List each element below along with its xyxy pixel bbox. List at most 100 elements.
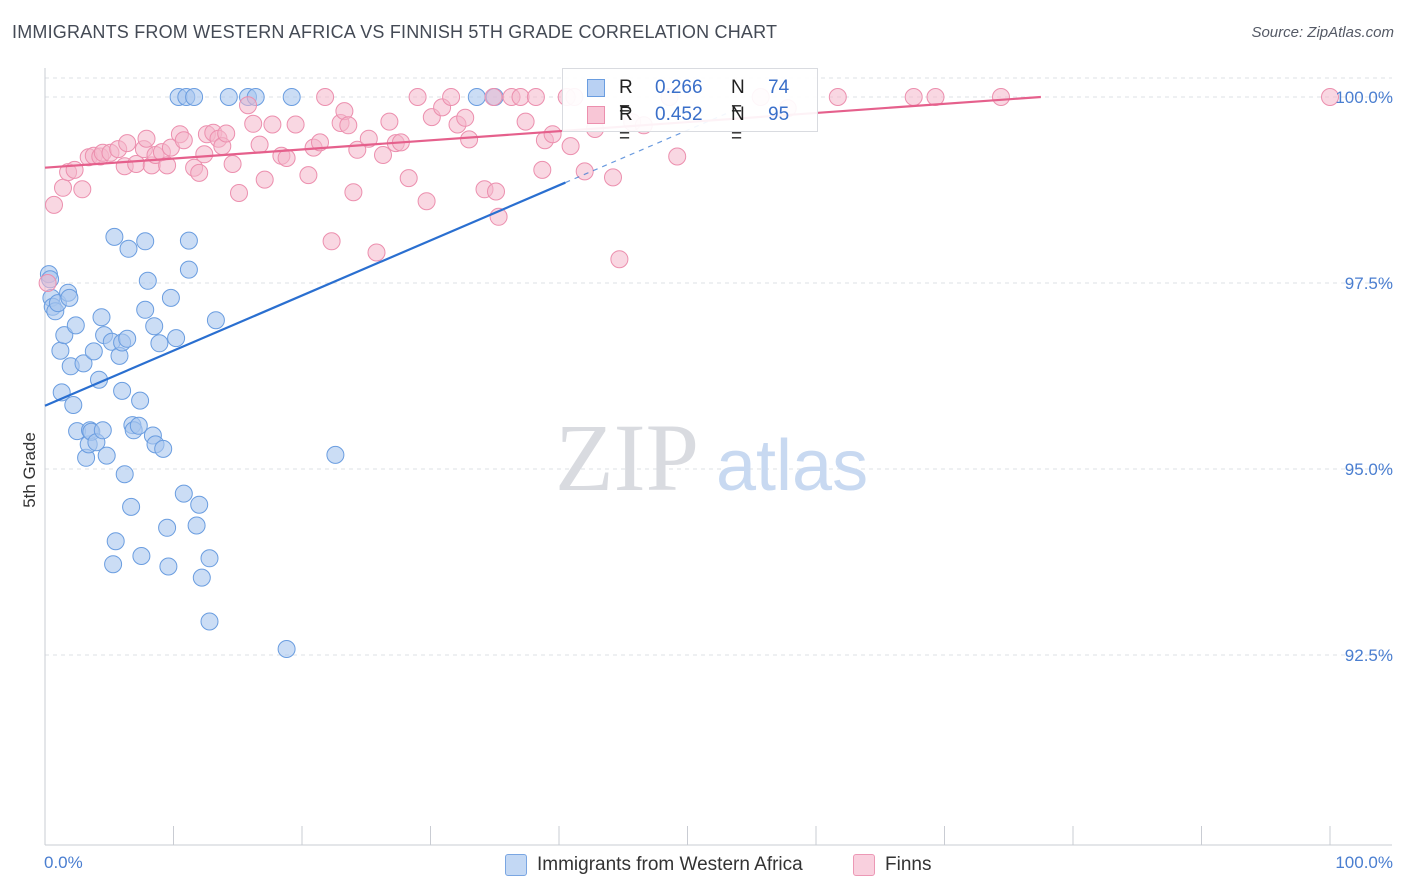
swatch-blue	[587, 79, 605, 97]
r-label: R =	[619, 77, 633, 120]
point-finns-44	[311, 133, 329, 152]
point-western-africa-61	[187, 516, 206, 535]
chart-title: IMMIGRANTS FROM WESTERN AFRICA VS FINNIS…	[12, 22, 778, 42]
point-western-africa-13	[66, 316, 85, 335]
series-finns	[38, 88, 1339, 292]
y-tick-label-1: 95.0%	[1345, 460, 1393, 479]
point-finns-49	[339, 116, 358, 135]
r-value: 0.266	[655, 77, 703, 98]
point-western-africa-32	[113, 381, 132, 400]
point-finns-79	[561, 137, 580, 156]
point-western-africa-6	[51, 341, 70, 360]
point-finns-81	[575, 162, 594, 181]
source-note: Source: ZipAtlas.com	[1251, 24, 1394, 41]
point-western-africa-36	[119, 239, 138, 258]
point-western-africa-52	[159, 557, 178, 576]
point-finns-23	[174, 131, 193, 150]
point-western-africa-10	[60, 288, 79, 307]
point-western-africa-24	[93, 421, 112, 440]
point-western-africa-64	[200, 549, 219, 568]
point-finns-95	[1321, 88, 1339, 106]
point-finns-20	[158, 156, 177, 175]
point-finns-83	[604, 168, 622, 187]
series-legend: Immigrants from Western Africa Finns	[0, 850, 1406, 880]
point-western-africa-45	[138, 271, 157, 290]
point-finns-75	[533, 160, 552, 179]
x-tick-label-0: 0.0%	[44, 853, 83, 872]
n-value: 74	[768, 77, 790, 98]
point-finns-33	[230, 184, 248, 202]
point-finns-14	[127, 155, 146, 173]
point-western-africa-49	[150, 334, 169, 353]
point-western-africa-44	[136, 232, 155, 251]
point-western-africa-35	[118, 329, 137, 348]
y-tick-label-2: 97.5%	[1345, 274, 1393, 293]
point-western-africa-72	[326, 445, 345, 464]
point-finns-54	[374, 146, 392, 164]
point-finns-0	[38, 274, 57, 292]
point-finns-63	[442, 88, 461, 106]
trend-line-finns	[44, 95, 1041, 169]
y-axis-label: 5th Grade	[20, 432, 39, 508]
point-finns-59	[408, 88, 427, 106]
point-finns-16	[137, 129, 156, 148]
point-western-africa-54	[167, 329, 186, 348]
point-finns-93	[926, 88, 945, 106]
point-finns-66	[460, 130, 479, 149]
point-western-africa-42	[132, 547, 151, 565]
point-western-africa-37	[122, 497, 141, 516]
point-finns-74	[526, 88, 545, 106]
point-western-africa-65	[200, 612, 219, 631]
point-finns-69	[487, 182, 505, 201]
point-finns-4	[65, 160, 84, 179]
point-western-africa-28	[104, 555, 123, 574]
legend-label: Immigrants from Western Africa	[537, 854, 803, 875]
r-label: R =	[619, 104, 633, 147]
legend-swatch-blue	[505, 854, 527, 876]
point-western-africa-12	[64, 396, 83, 414]
point-western-africa-8	[55, 326, 74, 345]
point-finns-91	[828, 88, 847, 106]
axes	[44, 68, 1392, 846]
point-finns-53	[367, 243, 386, 262]
point-finns-45	[316, 88, 335, 106]
y-tick-label-3: 100.0%	[1335, 88, 1393, 107]
point-western-africa-40	[129, 416, 148, 435]
point-western-africa-71	[282, 88, 301, 106]
point-finns-73	[516, 112, 535, 131]
point-western-africa-50	[154, 439, 173, 458]
point-finns-94	[992, 88, 1010, 106]
point-finns-36	[250, 135, 269, 154]
point-western-africa-29	[105, 227, 124, 246]
point-western-africa-15	[74, 354, 93, 373]
point-finns-88	[668, 147, 687, 166]
point-western-africa-43	[136, 300, 155, 319]
n-label: N =	[731, 104, 745, 147]
point-finns-41	[286, 115, 305, 134]
point-western-africa-73	[467, 88, 486, 106]
point-finns-84	[610, 250, 629, 269]
point-finns-2	[54, 178, 72, 197]
trend-line-western-africa	[44, 181, 566, 407]
series-western-africa	[39, 88, 504, 658]
r-value: 0.452	[655, 104, 703, 125]
point-finns-58	[399, 169, 418, 188]
watermark-atlas: atlas	[716, 426, 868, 506]
point-finns-35	[244, 114, 263, 133]
point-western-africa-20	[84, 342, 103, 361]
point-western-africa-58	[179, 231, 198, 250]
point-finns-77	[543, 125, 562, 144]
y-tick-label-0: 92.5%	[1345, 646, 1393, 665]
stats-legend: R = 0.266 N = 74 R = 0.452 N = 95	[562, 68, 818, 147]
point-western-africa-67	[219, 88, 238, 106]
point-finns-34	[239, 96, 257, 115]
point-western-africa-34	[115, 465, 134, 484]
trend-lines	[44, 95, 1041, 407]
grid-lines	[45, 77, 1392, 656]
point-western-africa-23	[92, 308, 111, 327]
point-western-africa-26	[97, 446, 116, 465]
point-western-africa-47	[145, 317, 164, 336]
legend-swatch-pink	[853, 854, 875, 876]
point-western-africa-63	[192, 568, 211, 587]
point-finns-50	[344, 183, 363, 202]
